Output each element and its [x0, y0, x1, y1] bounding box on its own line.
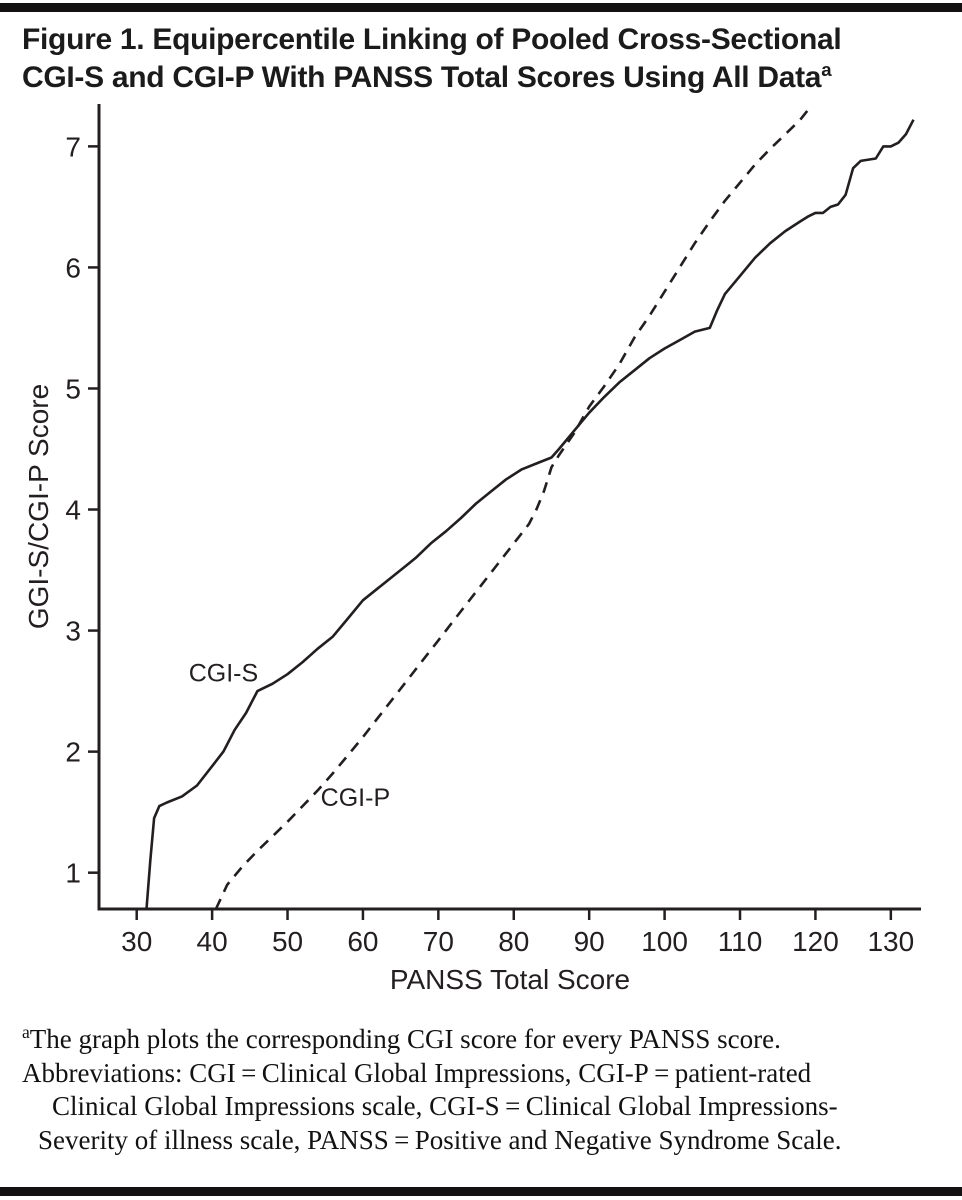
x-tick-label: 80	[498, 926, 529, 957]
figure-footnote: aThe graph plots the corresponding CGI s…	[22, 1022, 944, 1157]
y-tick-label: 4	[65, 495, 81, 526]
cgi-s-line	[145, 119, 915, 910]
y-tick-label: 5	[65, 374, 81, 405]
y-tick-label: 1	[65, 858, 81, 889]
x-axis-label: PANSS Total Score	[390, 964, 630, 995]
figure-title-superscript: a	[821, 58, 832, 80]
y-tick-label: 7	[65, 132, 81, 163]
cgi-p-label: CGI-P	[321, 784, 390, 812]
y-tick-label: 3	[65, 616, 81, 647]
y-tick-label: 2	[65, 737, 81, 768]
y-tick-label: 6	[65, 253, 81, 284]
x-tick-label: 30	[121, 926, 152, 957]
x-tick-label: 110	[718, 926, 763, 957]
footnote-line-1: aThe graph plots the corresponding CGI s…	[22, 1022, 781, 1055]
footnote-line-3: Clinical Global Impressions scale, CGI-S…	[52, 1091, 838, 1122]
x-tick-label: 130	[867, 926, 914, 957]
footnote-line-2: Abbreviations: CGI = Clinical Global Imp…	[22, 1057, 812, 1088]
y-axis-label: GGI-S/CGI-P Score	[24, 384, 54, 629]
footnote-line-4: Severity of illness scale, PANSS = Posit…	[38, 1124, 842, 1155]
cgi-p-line	[214, 109, 809, 910]
figure-title-line2: CGI-S and CGI-P With PANSS Total Scores …	[22, 60, 822, 94]
x-tick-label: 50	[272, 926, 303, 957]
chart-area: 30 40 50 60 70 80 90 100 110 120 130 1 2 3 4 5 6 7 CGI-S CG…	[23, 98, 944, 1008]
figure-title: Figure 1. Equipercentile Linking of Pool…	[22, 22, 944, 96]
x-tick-label: 60	[347, 926, 378, 957]
x-tick-label: 40	[197, 926, 228, 957]
x-tick-label: 90	[574, 926, 605, 957]
figure-container: Figure 1. Equipercentile Linking of Pool…	[22, 22, 944, 1157]
top-rule	[0, 3, 962, 12]
cgi-s-label: CGI-S	[189, 660, 258, 688]
x-tick-label: 100	[641, 926, 688, 957]
x-tick-label: 120	[792, 926, 839, 957]
bottom-rule	[0, 1187, 962, 1196]
chart-svg: 30 40 50 60 70 80 90 100 110 120 130 1 2 3 4 5 6 7 CGI-S CG…	[23, 104, 921, 995]
figure-title-line1: Figure 1. Equipercentile Linking of Pool…	[22, 23, 842, 56]
footnote-marker: a	[22, 1022, 30, 1043]
x-tick-label: 70	[423, 926, 454, 957]
